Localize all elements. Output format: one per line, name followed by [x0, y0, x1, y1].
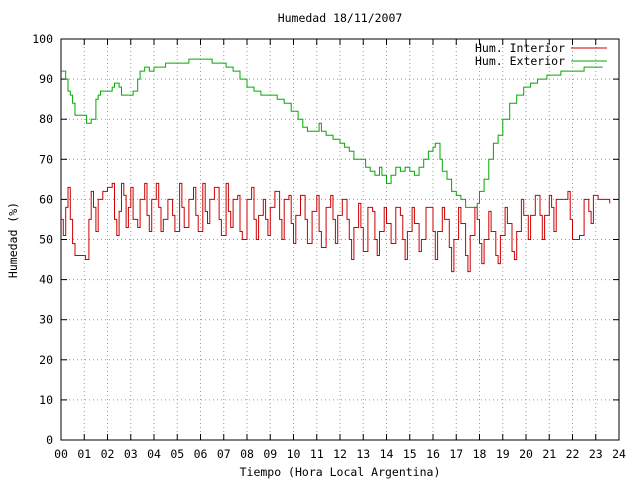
series-line-hum-exterior: [61, 58, 603, 208]
x-tick-label: 06: [194, 447, 208, 461]
x-tick-label: 00: [54, 447, 68, 461]
x-tick-label: 02: [101, 447, 115, 461]
y-tick-label: 30: [39, 313, 53, 327]
plot-frame: [60, 38, 620, 441]
y-tick-label: 40: [39, 273, 53, 287]
x-tick-label: 08: [240, 447, 254, 461]
chart-title: Humedad 18/11/2007: [278, 11, 403, 25]
y-tick-label: 90: [39, 72, 53, 86]
y-tick-label: 80: [39, 112, 53, 126]
legend-label-hum-exterior: Hum. Exterior: [475, 54, 565, 68]
x-tick-label: 21: [542, 447, 556, 461]
x-tick-label: 11: [310, 447, 324, 461]
y-axis-label: Humedad (%): [6, 202, 20, 278]
x-tick-label: 16: [426, 447, 440, 461]
series-line-hum-interior: [61, 182, 611, 273]
grid-lines: [61, 39, 619, 440]
x-tick-label: 09: [263, 447, 277, 461]
x-tick-label: 07: [217, 447, 231, 461]
y-tick-label: 70: [39, 152, 53, 166]
x-tick-label: 15: [403, 447, 417, 461]
x-tick-label: 10: [287, 447, 301, 461]
y-tick-label: 20: [39, 353, 53, 367]
axes: 00 01 02 03 04 05 06 07 08 09 10 11 12 13 14 15 16 17 18 19…: [32, 32, 626, 461]
x-tick-label: 18: [473, 447, 487, 461]
x-tick-label: 13: [356, 447, 370, 461]
y-tick-label: 50: [39, 233, 53, 247]
legend-label-hum-interior: Hum. Interior: [475, 41, 565, 55]
x-tick-label: 12: [333, 447, 347, 461]
x-tick-label: 03: [124, 447, 138, 461]
y-tick-label: 10: [39, 393, 53, 407]
x-tick-label: 05: [170, 447, 184, 461]
x-tick-label: 14: [380, 447, 394, 461]
x-tick-label: 22: [566, 447, 580, 461]
y-tick-label: 60: [39, 192, 53, 206]
y-tick-label: 100: [32, 32, 53, 46]
x-tick-label: 19: [496, 447, 510, 461]
x-tick-label: 04: [147, 447, 161, 461]
x-axis-label: Tiempo (Hora Local Argentina): [240, 465, 441, 479]
x-tick-label: 01: [77, 447, 91, 461]
y-tick-label: 0: [46, 433, 53, 447]
x-tick-label: 24: [612, 447, 626, 461]
x-tick-label: 17: [449, 447, 463, 461]
series-lines: [61, 58, 611, 273]
x-tick-label: 23: [589, 447, 603, 461]
x-tick-label: 20: [519, 447, 533, 461]
